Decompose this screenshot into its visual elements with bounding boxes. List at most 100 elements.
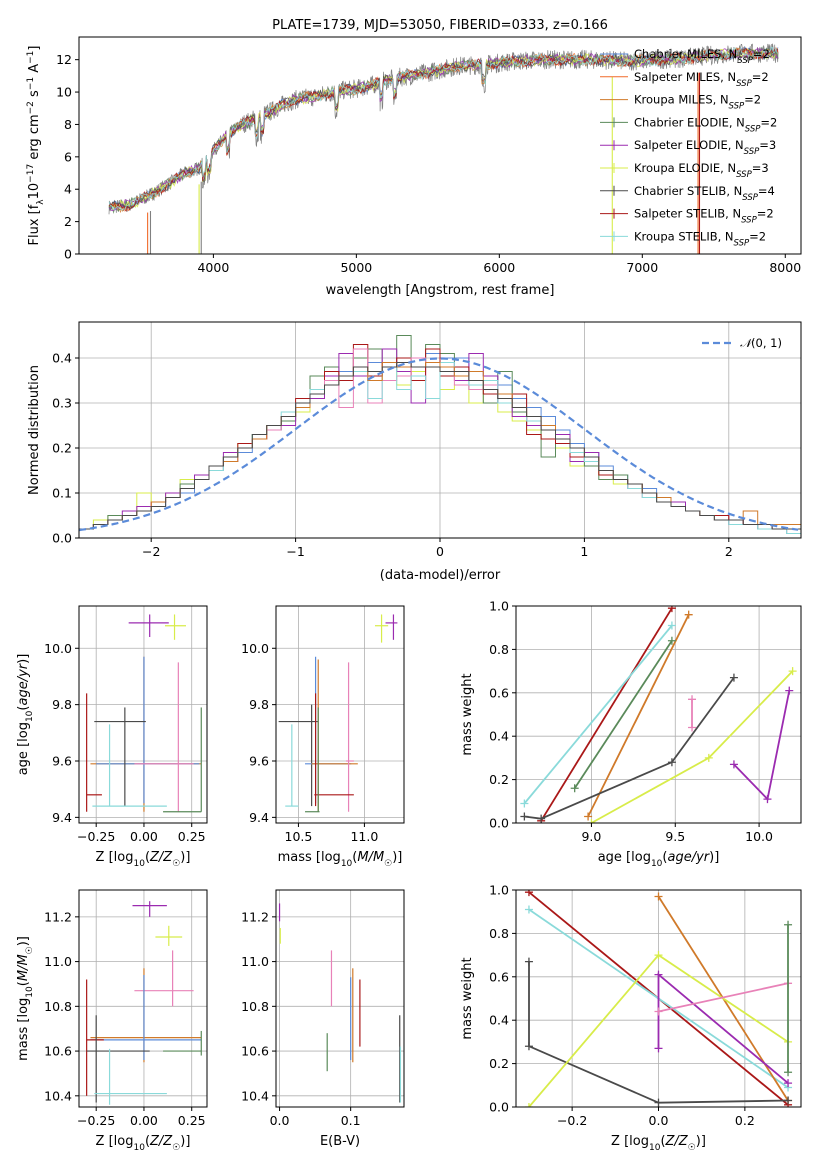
- x-tick-label: 0.25: [178, 1113, 206, 1128]
- x-tick-label: 1: [580, 544, 588, 559]
- legend-text: (0, 1): [751, 336, 782, 350]
- label-part: Z [log: [611, 1134, 649, 1149]
- legend-sub: SSP: [745, 124, 761, 134]
- y-tick-label: 10.8: [44, 999, 72, 1014]
- weight-marker: [524, 890, 533, 897]
- y-tick-label: 10.6: [44, 1044, 72, 1059]
- x-tick-label: 2: [725, 544, 733, 559]
- y-tick-label: 0.4: [52, 351, 72, 366]
- axes-mass-vs-z: −0.25 0.00 0.25 10.4 10.6 10.8 11.0 11.2: [44, 889, 208, 1128]
- weight-marker: [729, 760, 738, 769]
- y-tick-label: 0.4: [489, 729, 509, 744]
- axes-spectrum: 4000 5000 6000 7000 8000 0 2 4 6 8 10 12: [56, 36, 802, 275]
- x-tick-label: −0.25: [77, 1113, 115, 1128]
- model-spectrum-line: [108, 46, 779, 212]
- y-tick-label: 9.4: [52, 810, 72, 825]
- weight-line: [733, 690, 791, 801]
- normal-curve: [79, 357, 799, 532]
- y-tick-label: 0.1: [52, 486, 72, 501]
- axes-weight-vs-age: 9.0 9.5 10.0 0.0 0.2 0.4 0.6 0.8 1.0: [489, 599, 802, 844]
- plot-area-mass-vs-ebv: [278, 903, 402, 1103]
- y-tick-label: 2: [64, 214, 72, 229]
- label-part: )]: [180, 1134, 190, 1149]
- y-tick-label: 11.2: [241, 909, 269, 924]
- x-tick-label: 10.5: [285, 829, 313, 844]
- y-tick-label: 10.4: [44, 1088, 72, 1103]
- legend-label: Chabrier STELIB, NSSP=4: [634, 184, 775, 203]
- weight-marker: [654, 970, 663, 979]
- legend-n: =4: [758, 184, 775, 198]
- label-part: )]: [180, 850, 190, 865]
- weight-marker: [654, 1044, 663, 1053]
- label-part: ☉: [384, 859, 392, 869]
- y-tick-label: 10.8: [241, 999, 269, 1014]
- model-spectrum-line: [108, 48, 779, 210]
- label-part: −2: [26, 101, 36, 114]
- label-part: )]: [696, 1134, 706, 1149]
- x-tick-label: −0.2: [557, 1113, 587, 1128]
- x-axis-label: Z [log10(Z/Z☉)]: [96, 850, 191, 869]
- x-axis-label: wavelength [Angstrom, rest frame]: [326, 283, 555, 298]
- label-part: Z/Z: [149, 1134, 173, 1149]
- plot-area-age-vs-mass: [278, 614, 398, 813]
- y-tick-label: 9.8: [249, 697, 269, 712]
- legend-sub: SSP: [734, 238, 750, 248]
- label-part: 10: [27, 183, 42, 200]
- x-tick-label: 10.0: [745, 829, 773, 844]
- weight-marker: [654, 892, 663, 901]
- weight-marker: [704, 753, 713, 762]
- legend-label: Salpeter MILES, NSSP=2: [634, 70, 769, 89]
- legend-n: =3: [759, 138, 776, 152]
- label-part: 10: [133, 859, 145, 869]
- x-tick-label: −0.25: [77, 829, 115, 844]
- y-tick-label: 0: [64, 247, 72, 262]
- label-part: ☉: [688, 1143, 696, 1153]
- y-tick-label: 10: [56, 85, 72, 100]
- axes-weight-vs-z: −0.2 0.0 0.2 0.0 0.2 0.4 0.6 0.8 1.0: [489, 883, 802, 1128]
- x-tick-label: 7000: [626, 260, 658, 275]
- weight-marker: [537, 814, 546, 823]
- y-tick-label: 0.6: [489, 969, 509, 984]
- y-tick-label: 0.0: [52, 531, 72, 546]
- y-tick-label: 10.4: [241, 1088, 269, 1103]
- weight-marker: [784, 1079, 793, 1088]
- y-tick-label: 1.0: [489, 599, 509, 614]
- y-tick-label: 1.0: [489, 883, 509, 898]
- legend-sub: SSP: [729, 102, 745, 112]
- label-part: A: [27, 64, 42, 77]
- axes-frame: [78, 889, 208, 1108]
- weight-marker: [785, 686, 794, 695]
- legend-sub: SSP: [736, 79, 752, 89]
- weight-line: [524, 677, 735, 820]
- y-tick-label: 0.6: [489, 685, 509, 700]
- y-tick-label: 6: [64, 149, 72, 164]
- legend-label: 𝒩(0, 1): [740, 336, 782, 350]
- label-part: )]: [16, 654, 31, 664]
- legend-sub: SSP: [744, 147, 760, 157]
- label-part: )]: [16, 936, 31, 946]
- label-part: M/M: [357, 850, 384, 865]
- legend-label: Kroupa STELIB, NSSP=2: [634, 229, 766, 248]
- legend-text: Chabrier ELODIE, N: [634, 115, 745, 129]
- weight-line: [587, 614, 690, 817]
- legend-text: Salpeter ELODIE, N: [634, 138, 744, 152]
- axes-age-vs-mass: 10.5 11.0 9.4 9.6 9.8 10.0: [241, 605, 405, 844]
- axes-age-vs-z: −0.25 0.00 0.25 9.4 9.6 9.8 10.0: [44, 605, 208, 844]
- x-tick-label: 9.0: [581, 829, 601, 844]
- weight-marker: [784, 920, 793, 929]
- legend-sub: SSP: [737, 56, 753, 66]
- label-part: mass [log: [278, 850, 341, 865]
- x-axis-label: Z [log10(Z/Z☉)]: [96, 1134, 191, 1153]
- observed-spectrum-line: [108, 43, 779, 215]
- legend-text: Chabrier STELIB, N: [634, 184, 742, 198]
- y-tick-label: 0.0: [489, 816, 509, 831]
- weight-marker: [688, 723, 697, 732]
- x-axis-label: age [log10(age/yr)]: [598, 850, 720, 869]
- label-part: age [log: [16, 722, 31, 775]
- y-axis-label: mass [log10(M/M☉)]: [16, 936, 35, 1061]
- legend-label: Kroupa ELODIE, NSSP=3: [634, 161, 769, 180]
- y-axis-label: mass weight: [460, 673, 475, 755]
- label-part: λ: [36, 199, 46, 205]
